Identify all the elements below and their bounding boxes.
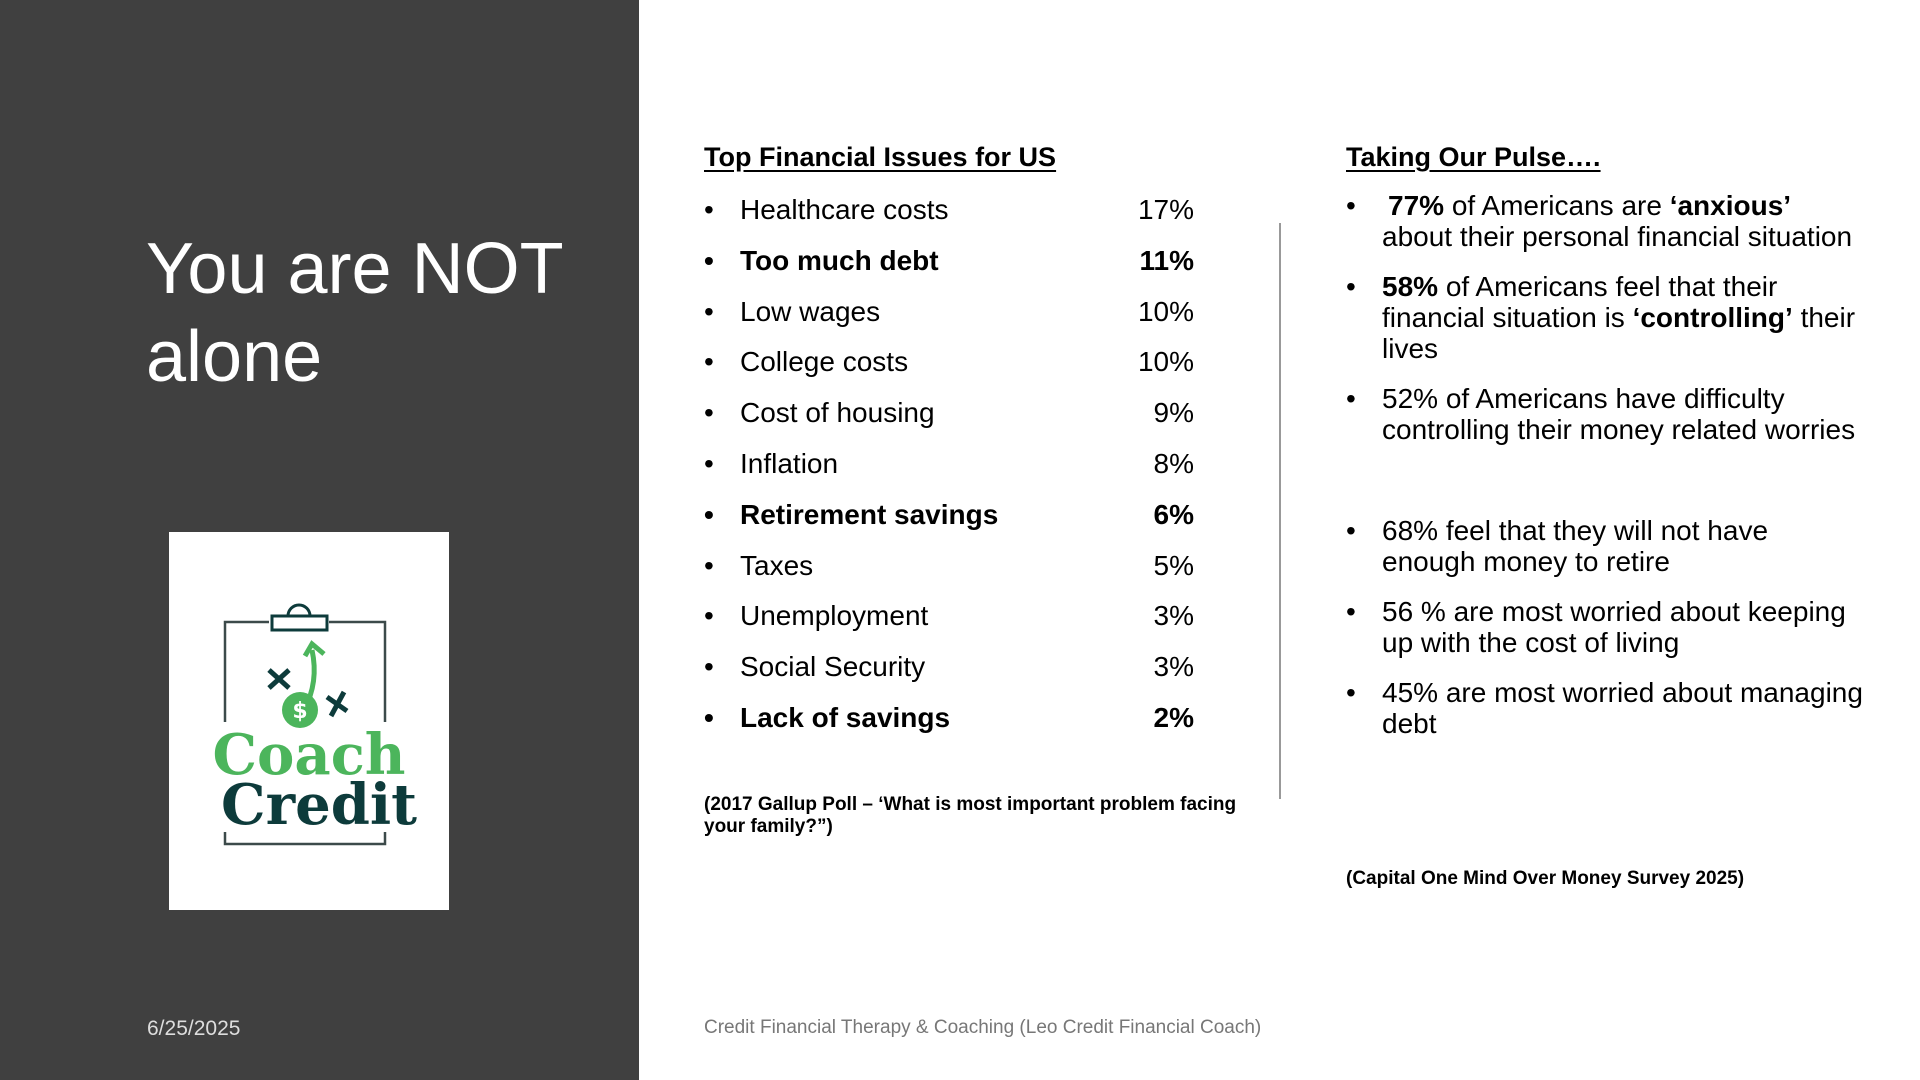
issue-item: Too much debt 11% [704, 241, 1224, 292]
pulse-item: 68% feel that they will not have enough … [1346, 515, 1866, 577]
issue-percent: 2% [1153, 701, 1194, 733]
issue-label: Lack of savings [740, 701, 951, 733]
issue-percent: 17% [1137, 194, 1194, 225]
issue-percent: 3% [1153, 651, 1194, 683]
issue-percent: 10% [1137, 346, 1194, 378]
column-divider [1279, 223, 1281, 799]
pulse-source: (Capital One Mind Over Money Survey 2025… [1346, 868, 1745, 889]
issue-item: Social Security 3% [704, 647, 1224, 698]
pulse-item: 52% of Americans have difficulty control… [1346, 383, 1866, 445]
issue-percent: 9% [1153, 397, 1194, 429]
logo-text-credit: Credit [221, 772, 417, 838]
issue-percent: 8% [1153, 447, 1194, 479]
issue-label: Low wages [740, 295, 881, 327]
issues-heading: Top Financial Issues for US [704, 142, 1057, 172]
text: of Americans feel that their financial s… [1382, 271, 1778, 333]
issue-item: Low wages 10% [704, 292, 1224, 343]
pulse-item: 56 % are most worried about keeping up w… [1346, 596, 1866, 658]
issue-percent: 11% [1139, 244, 1195, 276]
issue-percent: 6% [1153, 498, 1194, 530]
issue-item: Retirement savings 6% [704, 495, 1224, 546]
issue-label: Too much debt [740, 244, 939, 276]
issue-item: Lack of savings 2% [704, 698, 1224, 749]
issue-item: Healthcare costs 17% [704, 190, 1224, 241]
coach-credit-logo: $ Coach Credit [169, 532, 449, 910]
left-panel: You are NOT alone $ Coach Credit 6/25/20… [0, 0, 639, 1080]
issue-label: College costs [740, 346, 909, 378]
slide-title: You are NOT alone [146, 229, 563, 397]
slide-date: 6/25/2025 [147, 1017, 241, 1040]
pulse-item: 77% of Americans are ‘anxious’ about the… [1346, 190, 1866, 252]
issue-item: College costs 10% [704, 342, 1224, 393]
stat: 77% [1388, 190, 1445, 221]
pulse-item: 58% of Americans feel that their financi… [1346, 271, 1866, 364]
text: their lives [1382, 302, 1856, 364]
issue-item: Taxes 5% [704, 546, 1224, 597]
text: of Americans are [1444, 190, 1670, 221]
issue-percent: 10% [1137, 295, 1194, 327]
issues-list: Healthcare costs 17% Too much debt 11% Low w… [704, 190, 1224, 749]
issue-item: Inflation 8% [704, 444, 1224, 495]
issue-label: Healthcare costs [740, 194, 949, 225]
issues-source: (2017 Gallup Poll – ‘What is most import… [704, 794, 1237, 837]
emphasis: ‘controlling’ [1632, 302, 1793, 333]
issue-percent: 5% [1153, 549, 1194, 581]
issue-label: Unemployment [740, 600, 929, 632]
issue-label: Retirement savings [740, 498, 999, 530]
emphasis: ‘anxious’ [1669, 190, 1792, 221]
issue-item: Unemployment 3% [704, 596, 1224, 647]
text: about their personal financial situation [1382, 221, 1853, 252]
svg-text:$: $ [292, 699, 307, 724]
issue-label: Social Security [740, 651, 926, 683]
issue-label: Taxes [740, 549, 814, 581]
issue-percent: 3% [1153, 600, 1194, 632]
pulse-item: 45% are most worried about managing debt [1346, 677, 1866, 739]
pulse-heading: Taking Our Pulse…. [1346, 142, 1601, 172]
issue-label: Cost of housing [740, 397, 935, 429]
logo-text-coach: Coach [212, 722, 405, 788]
pulse-list: 77% of Americans are ‘anxious’ about the… [1346, 190, 1866, 758]
issue-item: Cost of housing 9% [704, 393, 1224, 444]
slide-footer: Credit Financial Therapy & Coaching (Leo… [704, 1017, 1262, 1038]
stat: 58% [1382, 271, 1439, 302]
issue-label: Inflation [740, 447, 839, 479]
